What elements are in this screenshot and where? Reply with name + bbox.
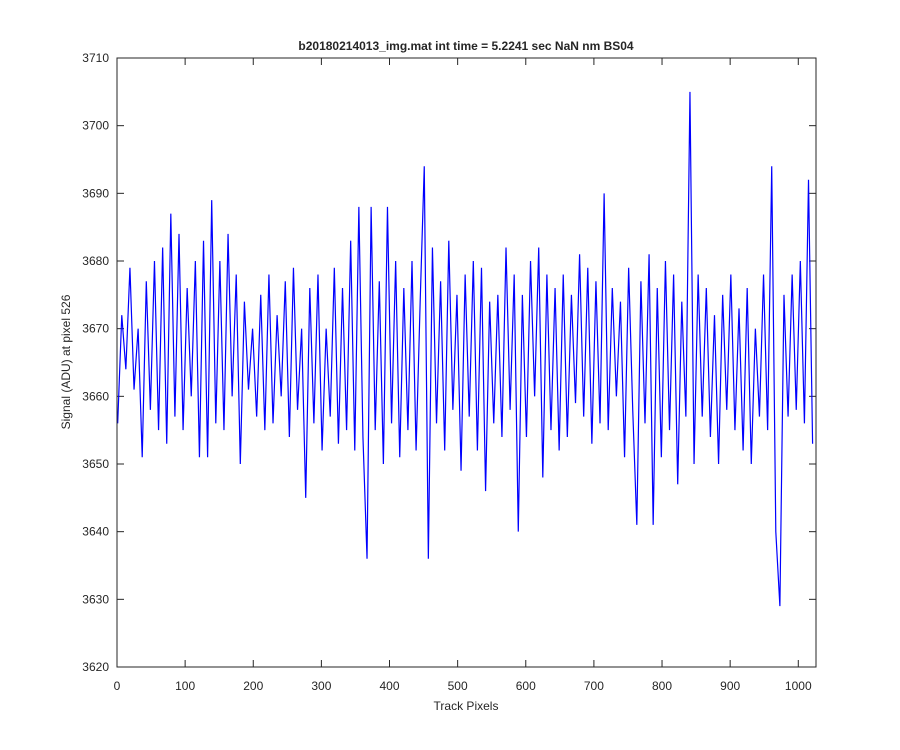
y-tick-label: 3630	[82, 592, 109, 606]
data-line	[117, 91, 814, 607]
y-axis-label: Signal (ADU) at pixel 526	[59, 294, 73, 429]
y-tick-label: 3700	[82, 119, 109, 133]
x-tick-label: 500	[448, 679, 468, 693]
x-tick-label: 800	[652, 679, 672, 693]
x-tick-label: 400	[379, 679, 399, 693]
y-tick-label: 3680	[82, 254, 109, 268]
y-tick-label: 3660	[82, 389, 109, 403]
y-tick-label: 3690	[82, 186, 109, 200]
x-tick-label: 0	[114, 679, 121, 693]
x-tick-label: 100	[175, 679, 195, 693]
x-tick-label: 900	[720, 679, 740, 693]
x-tick-label: 700	[584, 679, 604, 693]
x-axis-label: Track Pixels	[434, 699, 499, 713]
y-tick-label: 3620	[82, 660, 109, 674]
y-tick-label: 3710	[82, 51, 109, 65]
y-tick-label: 3650	[82, 457, 109, 471]
plot-frame	[116, 57, 817, 668]
y-tick-label: 3640	[82, 525, 109, 539]
chart-title: b20180214013_img.mat int time = 5.2241 s…	[298, 39, 634, 53]
y-tick-label: 3670	[82, 322, 109, 336]
x-tick-label: 600	[516, 679, 536, 693]
x-tick-label: 200	[243, 679, 263, 693]
x-tick-label: 1000	[785, 679, 812, 693]
x-tick-label: 300	[311, 679, 331, 693]
